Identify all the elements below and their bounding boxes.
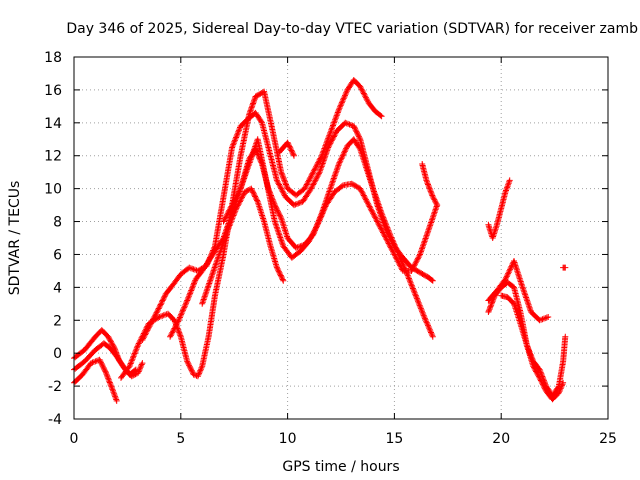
y-tick-label: 16 <box>44 83 62 99</box>
plot-frame <box>73 56 609 420</box>
y-tick-label: 8 <box>53 215 62 231</box>
x-tick-label: 20 <box>492 431 510 447</box>
series-track-8 <box>220 136 441 274</box>
point-markers <box>276 139 297 159</box>
y-tick-label: -4 <box>48 412 62 428</box>
series-track-13 <box>485 258 552 324</box>
x-axis-title: GPS time / hours <box>282 459 399 475</box>
x-axis: 0 5 10 15 20 25 <box>70 57 617 447</box>
y-tick-label: -2 <box>48 379 62 395</box>
series-track-9 <box>276 139 297 159</box>
data-points <box>71 77 569 404</box>
point-markers <box>167 136 436 340</box>
x-tick-label: 0 <box>70 431 79 447</box>
y-axis: -4 -2 0 2 4 6 8 10 12 14 16 18 <box>44 50 608 428</box>
series-track-14 <box>498 292 567 403</box>
y-tick-label: 4 <box>53 280 62 296</box>
series-track-11 <box>485 177 513 241</box>
x-tick-label: 10 <box>279 431 297 447</box>
y-tick-label: 2 <box>53 313 62 329</box>
series-track-7 <box>199 185 287 307</box>
y-tick-label: 0 <box>53 346 62 362</box>
y-tick-label: 18 <box>44 50 62 66</box>
point-markers <box>560 264 569 271</box>
x-tick-label: 5 <box>176 431 185 447</box>
point-markers <box>220 136 441 274</box>
chart-title: Day 346 of 2025, Sidereal Day-to-day VTE… <box>66 21 638 37</box>
y-tick-label: 12 <box>44 149 62 165</box>
x-tick-label: 25 <box>599 431 617 447</box>
y-tick-label: 14 <box>44 116 62 132</box>
series-track-10 <box>419 161 441 209</box>
point-markers <box>485 258 552 324</box>
point-markers <box>498 292 567 403</box>
y-axis-title: SDTVAR / TECUs <box>7 181 23 296</box>
series-track-15 <box>560 264 569 271</box>
series-track-6 <box>167 136 436 340</box>
point-markers <box>485 177 513 241</box>
y-tick-label: 6 <box>53 247 62 263</box>
x-tick-label: 15 <box>385 431 403 447</box>
y-tick-label: 10 <box>44 182 62 198</box>
point-markers <box>419 161 441 209</box>
point-markers <box>199 185 287 307</box>
